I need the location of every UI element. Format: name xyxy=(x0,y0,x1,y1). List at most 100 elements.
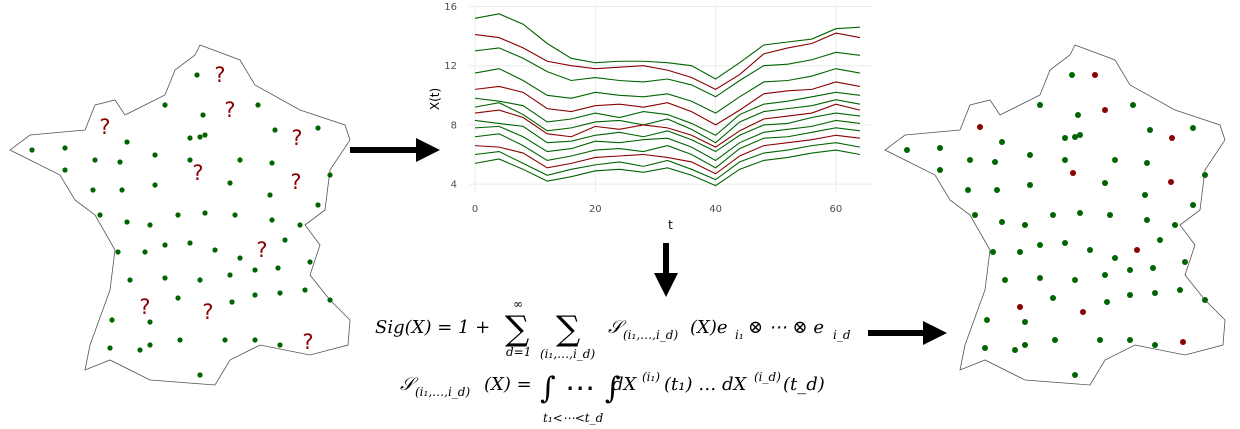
formula-symbol: ∑ xyxy=(556,309,580,349)
site-dot xyxy=(1142,192,1148,198)
site-dot xyxy=(187,135,193,141)
site-dot xyxy=(972,212,978,218)
site-dot xyxy=(127,277,133,283)
series-line xyxy=(474,103,861,148)
formula-text: (t₁) … dX xyxy=(664,374,747,395)
site-dot xyxy=(992,159,998,165)
site-dot xyxy=(147,342,153,348)
formula-text: ∞ xyxy=(513,297,523,311)
site-dot xyxy=(1027,152,1033,158)
site-dot xyxy=(277,342,283,348)
series-line xyxy=(474,81,861,126)
site-dot xyxy=(277,290,283,296)
left-map: ?????????? xyxy=(9,44,351,386)
site-dot xyxy=(175,212,181,218)
site-dot xyxy=(222,337,228,343)
site-dot xyxy=(90,187,96,193)
site-dot xyxy=(275,265,281,271)
formula-text: (i₁,…,i_d) xyxy=(623,328,678,342)
series-line xyxy=(474,91,861,136)
formula-text: d=1 xyxy=(506,345,531,359)
site-dot xyxy=(994,187,1000,193)
site-dot xyxy=(115,249,121,255)
site-dot xyxy=(147,222,153,228)
site-dot xyxy=(1022,342,1028,348)
site-dot xyxy=(1022,222,1028,228)
imputed-dot xyxy=(1102,107,1108,113)
x-axis-label: t xyxy=(668,218,673,232)
site-dot xyxy=(1127,337,1133,343)
right-map xyxy=(884,44,1226,386)
site-dot xyxy=(187,240,193,246)
site-dot xyxy=(937,145,943,151)
site-dot xyxy=(152,152,158,158)
site-dot xyxy=(107,345,113,351)
site-dot xyxy=(237,157,243,163)
unknown-marker: ? xyxy=(256,238,267,262)
formula-text: (i_d) xyxy=(754,370,781,384)
site-dot xyxy=(212,247,218,253)
site-dot xyxy=(152,182,158,188)
series-line xyxy=(474,134,861,175)
site-dot xyxy=(1104,299,1110,305)
site-dot xyxy=(1152,342,1158,348)
site-dot xyxy=(1102,272,1108,278)
site-dot xyxy=(1072,134,1078,140)
site-dot xyxy=(1050,295,1056,301)
site-dot xyxy=(272,127,278,133)
imputed-dot xyxy=(1168,179,1174,185)
site-dot xyxy=(1112,255,1118,261)
site-dot xyxy=(175,295,181,301)
site-dot xyxy=(252,337,258,343)
site-dot xyxy=(142,249,148,255)
formula-text: i_d xyxy=(833,328,851,342)
site-dot xyxy=(229,299,235,305)
site-dot xyxy=(200,112,206,118)
formula-text: (X)e xyxy=(690,317,728,338)
series-line xyxy=(474,32,861,91)
imputed-dot xyxy=(1017,304,1023,310)
site-dot xyxy=(1202,172,1208,178)
series-line xyxy=(474,68,861,114)
site-dot xyxy=(269,160,275,166)
site-dot xyxy=(990,249,996,255)
site-dot xyxy=(1177,287,1183,293)
site-dot xyxy=(162,275,168,281)
site-dot xyxy=(109,317,115,323)
formula-symbol: ∑ xyxy=(505,309,529,349)
y-tick-label: 16 xyxy=(444,2,457,13)
site-dot xyxy=(197,277,203,283)
site-dot xyxy=(119,187,125,193)
formula-text: dX xyxy=(612,374,638,395)
site-dot xyxy=(1037,275,1043,281)
site-dot xyxy=(137,347,143,353)
site-dot xyxy=(267,192,273,198)
unknown-marker: ? xyxy=(139,295,150,319)
site-dot xyxy=(1072,372,1078,378)
site-dot xyxy=(1172,222,1178,228)
site-dot xyxy=(62,167,68,173)
formula-text: t₁<⋯<t_d xyxy=(543,411,604,425)
unknown-marker: ? xyxy=(290,170,301,194)
formula-text: (i₁,…,i_d) xyxy=(540,347,595,361)
y-tick-label: 12 xyxy=(444,61,457,72)
unknown-marker: ? xyxy=(192,161,203,185)
site-dot xyxy=(227,272,233,278)
site-dot xyxy=(252,292,258,298)
site-dot xyxy=(1050,212,1056,218)
series-line xyxy=(474,142,861,181)
site-dot xyxy=(1190,125,1196,131)
unknown-marker: ? xyxy=(224,98,235,122)
site-dot xyxy=(269,217,275,223)
site-dot xyxy=(1112,157,1118,163)
imputed-dot xyxy=(1092,72,1098,78)
site-dot xyxy=(1157,237,1163,243)
site-dot xyxy=(1127,292,1133,298)
site-dot xyxy=(1062,240,1068,246)
site-dot xyxy=(967,157,973,163)
site-dot xyxy=(194,72,200,78)
site-dot xyxy=(965,187,971,193)
site-dot xyxy=(327,297,333,303)
